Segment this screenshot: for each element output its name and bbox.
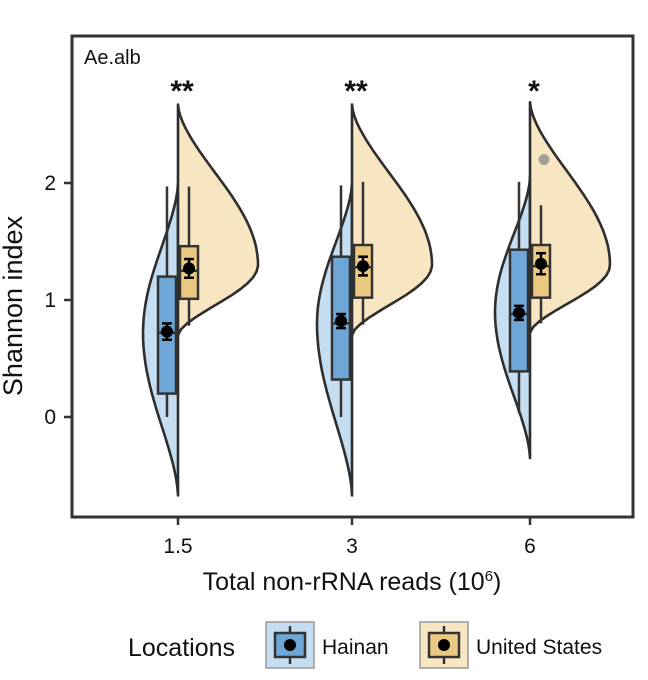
outlier-right-2-0: [538, 154, 550, 166]
x-axis-label-main: Total non-rRNA reads (10: [203, 568, 485, 596]
x-axis: 1.5 3 6: [163, 517, 536, 558]
legend-label-0: Hainan: [322, 636, 389, 659]
mean-point-left-1: [335, 315, 347, 328]
x-tick-label-0: 1.5: [163, 535, 192, 558]
legend-title: Locations: [128, 634, 235, 662]
y-tick-label-0: 0: [44, 406, 56, 429]
legend-label-1: United States: [476, 636, 602, 659]
significance-mark-0: **: [170, 75, 194, 108]
y-axis: 0 1 2: [44, 172, 72, 429]
panel-label: Ae.alb: [84, 47, 141, 69]
x-axis-label: Total non-rRNA reads (106): [203, 568, 502, 596]
mean-point-right-1: [357, 260, 369, 273]
mean-point-right-0: [183, 262, 195, 275]
mean-point-left-2: [513, 306, 525, 319]
significance-mark-1: **: [344, 75, 368, 108]
legend-key-point-1: [438, 639, 450, 651]
plot-layer: ** ** *: [141, 75, 612, 497]
legend-key-point-0: [284, 639, 296, 651]
y-axis-label: Shannon index: [0, 215, 28, 396]
x-axis-label-suffix: ): [493, 568, 501, 596]
mean-point-left-0: [161, 325, 173, 338]
x-tick-label-2: 6: [524, 535, 536, 558]
y-tick-label-1: 1: [44, 289, 56, 312]
legend: Locations Hainan United States: [128, 621, 602, 669]
x-axis-label-superscript: 6: [485, 568, 493, 585]
y-tick-label-2: 2: [44, 172, 56, 195]
significance-mark-2: *: [528, 75, 540, 108]
mean-point-right-2: [535, 257, 547, 270]
x-tick-label-1: 3: [346, 535, 358, 558]
